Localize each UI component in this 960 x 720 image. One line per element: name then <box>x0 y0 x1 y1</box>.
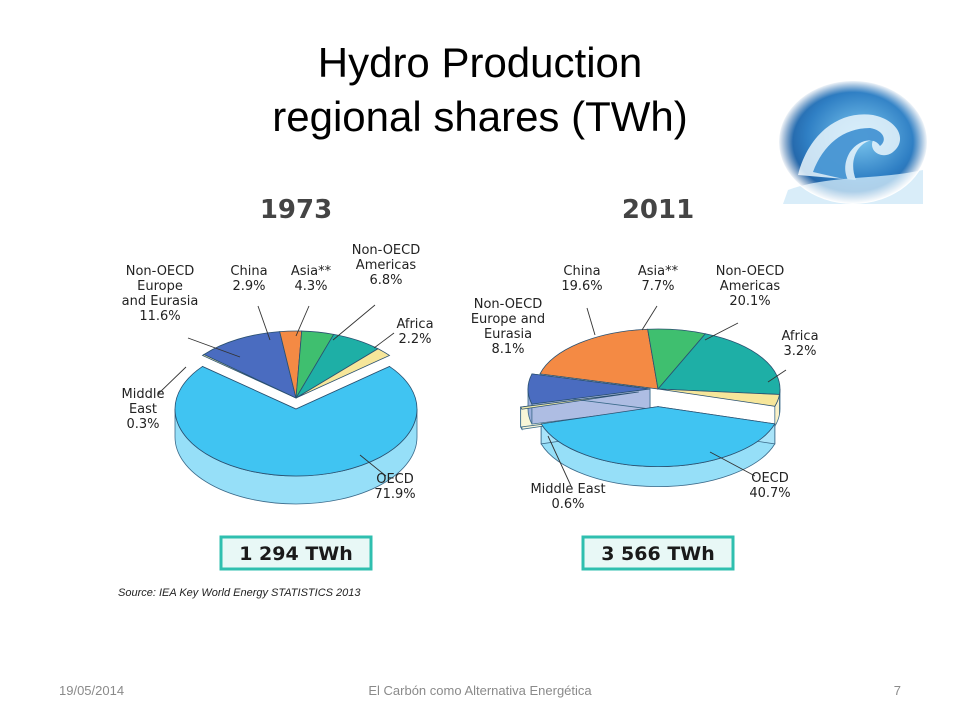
slide-title-line-1: Hydro Production <box>317 39 643 86</box>
pie-2011-leader-china <box>586 307 596 336</box>
pie-1973-label-non_oecd_europe_eurasia: Non-OECD Europe and Eurasia 11.6% <box>122 264 199 324</box>
pie-2011-leader-asia <box>641 305 658 331</box>
pie-1973-label-africa: Africa 2.2% <box>396 317 433 347</box>
pie-2011-label-oecd: OECD 40.7% <box>749 471 790 501</box>
pie-1973-leader-china <box>257 305 271 341</box>
pie-1973-year: 1973 <box>260 195 332 225</box>
pie-2011-slice-non_oecd_europe_eurasia <box>527 373 651 405</box>
pie-2011-slice-africa <box>657 388 780 407</box>
pie-2011-label-non_oecd_europe_eurasia: Non-OECD Europe and Eurasia 8.1% <box>471 297 545 357</box>
pie-2011-slice-oecd <box>540 406 776 468</box>
pie-1973-label-asia: Asia** 4.3% <box>291 264 332 294</box>
pie-1973-leader-asia <box>295 305 310 337</box>
pie-2011-leader-non_oecd_americas <box>704 322 739 341</box>
pie-1973-leader-africa <box>373 332 395 349</box>
footer-title: El Carbón como Alternativa Energética <box>368 683 592 698</box>
pie-2011-leader-africa <box>767 369 787 383</box>
pie-1973-total-box <box>219 535 373 571</box>
pie-2011-total-box <box>581 535 735 571</box>
slide-title: Hydro Production regional shares (TWh) <box>0 36 960 144</box>
pie-2011-total: 3 566 TWh <box>601 543 715 565</box>
source-note: Source: IEA Key World Energy STATISTICS … <box>118 587 361 599</box>
pie-1973-label-non_oecd_americas: Non-OECD Americas 6.8% <box>352 243 421 288</box>
pie-2011-slices <box>520 328 781 468</box>
pie-1973-leader-middle_east <box>157 366 187 395</box>
pie-2011-slice-middle_east <box>520 391 639 410</box>
pie-2011-labels: OECD 40.7% Middle East 0.6% Non-OECD Europe a… <box>471 264 819 512</box>
pie-2011-label-middle_east: Middle East 0.6% <box>530 482 605 512</box>
pie-2011-slice-china <box>539 328 659 390</box>
pie-1973-leader-oecd <box>359 454 387 477</box>
pie-1973-label-middle_east: Middle East 0.3% <box>122 387 165 432</box>
pie-1973-slice-africa <box>295 348 391 399</box>
pie-1973-labels: OECD 71.9% Middle East 0.3% Non-OECD Europe and… <box>122 243 434 502</box>
footer-page-number: 7 <box>893 683 901 698</box>
pie-1973-label-oecd: OECD 71.9% <box>374 472 415 502</box>
pie-2011-label-china: China 19.6% <box>561 264 602 294</box>
footer-date: 19/05/2014 <box>59 683 125 698</box>
pie-1973-label-china: China 2.9% <box>230 264 267 294</box>
pie-1973-leader-non_oecd_americas <box>332 304 376 341</box>
pie-2011-leader-oecd <box>709 451 756 477</box>
pie-chart-1973: 1973 OECD 71.9% Middle East 0.3% Non-OECD Europ… <box>122 195 434 571</box>
pie-2011-label-asia: Asia** 7.7% <box>638 264 679 294</box>
pie-1973-slices <box>174 330 418 477</box>
wave-logo-icon <box>778 80 928 204</box>
pie-1973-leader-non_oecd_europe_eurasia <box>187 337 241 358</box>
pie-2011-label-africa: Africa 3.2% <box>781 329 818 359</box>
pie-2011-label-non_oecd_americas: Non-OECD Americas 20.1% <box>716 264 785 309</box>
pie-2011-leader-middle_east <box>547 435 572 487</box>
pie-1973-slice-non_oecd_europe_eurasia <box>203 331 297 399</box>
slide-title-line-2: regional shares (TWh) <box>272 93 688 140</box>
pie-2011-year: 2011 <box>622 195 694 225</box>
pie-chart-2011: 2011 OECD 40.7% Middle East 0.6% Non-OECD Euro… <box>471 195 819 571</box>
pie-1973-slice-oecd <box>174 365 418 477</box>
pie-1973-total: 1 294 TWh <box>239 543 353 565</box>
pie-2011-slice-non_oecd_americas <box>657 333 781 395</box>
